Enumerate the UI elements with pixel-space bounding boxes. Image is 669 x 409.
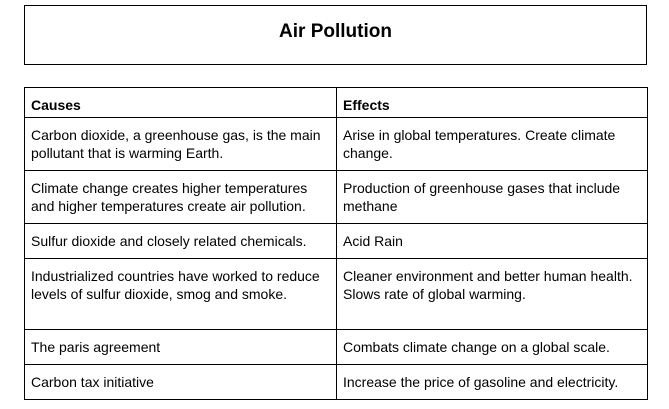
- table-row: Carbon dioxide, a greenhouse gas, is the…: [24, 117, 648, 171]
- table-row: The paris agreement Combats climate chan…: [24, 329, 648, 365]
- cause-cell: The paris agreement: [24, 329, 337, 365]
- table-row: Sulfur dioxide and closely related chemi…: [24, 223, 648, 259]
- table-row: Carbon tax initiative Increase the price…: [24, 364, 648, 400]
- effect-cell: Acid Rain: [336, 223, 648, 259]
- column-header-effects: Effects: [336, 87, 648, 118]
- cause-cell: Carbon dioxide, a greenhouse gas, is the…: [24, 117, 337, 171]
- effect-cell: Arise in global temperatures. Create cli…: [336, 117, 648, 171]
- cause-cell: Industrialized countries have worked to …: [24, 258, 337, 330]
- cause-cell: Sulfur dioxide and closely related chemi…: [24, 223, 337, 259]
- column-header-causes: Causes: [24, 87, 337, 118]
- effect-cell: Cleaner environment and better human hea…: [336, 258, 648, 330]
- effect-cell: Increase the price of gasoline and elect…: [336, 364, 648, 400]
- title-box: Air Pollution: [24, 5, 647, 65]
- table-header-row: Causes Effects: [24, 87, 648, 118]
- effect-cell: Production of greenhouse gases that incl…: [336, 170, 648, 224]
- causes-effects-table: Causes Effects Carbon dioxide, a greenho…: [24, 87, 648, 400]
- cause-cell: Carbon tax initiative: [24, 364, 337, 400]
- page-title: Air Pollution: [279, 21, 392, 42]
- effect-cell: Combats climate change on a global scale…: [336, 329, 648, 365]
- table-row: Industrialized countries have worked to …: [24, 258, 648, 330]
- cause-cell: Climate change creates higher temperatur…: [24, 170, 337, 224]
- table-row: Climate change creates higher temperatur…: [24, 170, 648, 224]
